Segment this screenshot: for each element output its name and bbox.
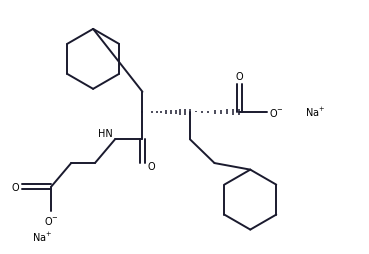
Text: O: O — [147, 161, 155, 171]
Text: O: O — [235, 72, 243, 82]
Text: O$^{-}$: O$^{-}$ — [269, 106, 283, 118]
Text: O$^{-}$: O$^{-}$ — [44, 214, 58, 226]
Text: Na$^{+}$: Na$^{+}$ — [32, 230, 52, 243]
Text: O: O — [11, 182, 19, 192]
Text: Na$^{+}$: Na$^{+}$ — [305, 106, 325, 119]
Text: HN: HN — [99, 129, 113, 139]
